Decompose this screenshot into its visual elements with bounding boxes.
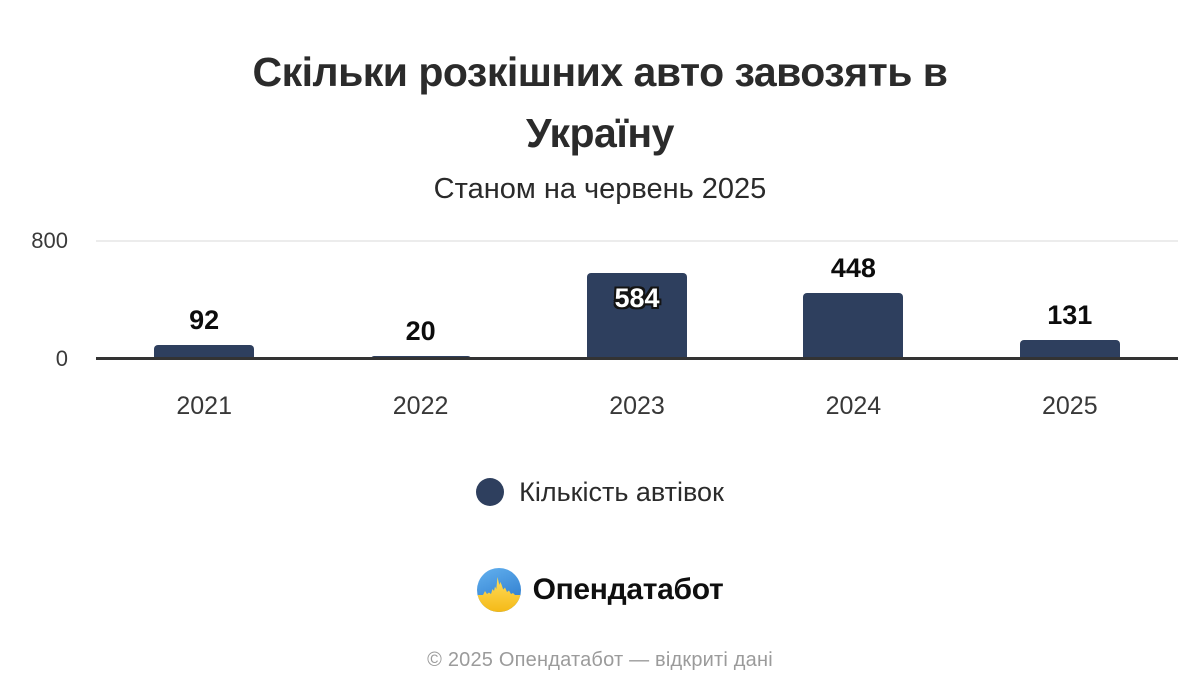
x-tick-2022: 2022 — [392, 392, 449, 420]
chart-title: Скільки розкішних авто завозять в Україн… — [0, 42, 1200, 164]
copyright-footer: © 2025 Опендатабот — відкриті дані — [427, 649, 773, 671]
bar-2023 — [587, 273, 687, 359]
value-label-2024: 448 — [830, 253, 876, 283]
gridline-800 — [96, 240, 1178, 242]
opendatabot-flag-skyline-icon — [476, 568, 521, 612]
plot-area: 92 20 584 448 131 — [96, 241, 1178, 359]
x-axis-line — [96, 357, 1178, 360]
bar-2024 — [803, 293, 904, 359]
value-label-2021: 92 — [189, 305, 220, 335]
legend: Кількість автівок — [0, 477, 1200, 507]
chart-title-text: Скільки розкішних авто завозять в Україн… — [252, 49, 949, 156]
x-axis-labels: 2021 2022 2023 2024 2025 — [96, 392, 1178, 422]
legend-swatch-circle — [476, 478, 505, 506]
bar-2021 — [154, 345, 255, 359]
chart-subtitle: Станом на червень 2025 — [433, 173, 767, 205]
opendatabot-logo-text: Опендатабот — [532, 573, 724, 606]
value-label-2025: 131 — [1047, 300, 1093, 330]
y-axis-tick-800: 800 — [31, 228, 68, 253]
x-tick-2024: 2024 — [825, 392, 882, 420]
value-label-2022: 20 — [405, 316, 436, 346]
y-axis-tick-0: 0 — [55, 346, 68, 371]
legend-label: Кількість автівок — [519, 477, 724, 507]
value-label-2023: 584 — [614, 283, 660, 313]
opendatabot-logo: Опендатабот — [0, 568, 1200, 612]
x-tick-2021: 2021 — [176, 392, 232, 420]
x-tick-2025: 2025 — [1041, 392, 1098, 420]
x-tick-2023: 2023 — [609, 392, 665, 420]
bar-2025 — [1019, 340, 1120, 359]
